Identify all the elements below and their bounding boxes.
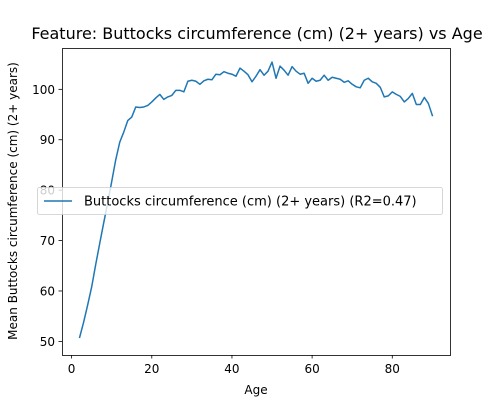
legend-label: Buttocks circumference (cm) (2+ years) (… xyxy=(84,195,417,210)
legend-box xyxy=(37,187,443,215)
y-tick-label: 50 xyxy=(40,335,55,349)
y-tick-label: 70 xyxy=(40,234,55,248)
y-tick-label: 60 xyxy=(40,284,55,298)
x-tick-label: 40 xyxy=(224,362,239,376)
x-axis-ticks: 0 20 40 60 80 xyxy=(68,355,400,376)
y-axis-ticks: 5060708090100 xyxy=(32,83,62,349)
series-line xyxy=(78,61,434,339)
chart-title: Feature: Buttocks circumference (cm) (2+… xyxy=(31,24,482,43)
legend: Buttocks circumference (cm) (2+ years) (… xyxy=(37,187,443,215)
x-tick-label: 80 xyxy=(385,362,400,376)
x-tick-label: 20 xyxy=(144,362,159,376)
x-tick-label: 0 xyxy=(68,362,76,376)
y-tick-label: 90 xyxy=(40,133,55,147)
y-axis-label: Mean Buttocks circumference (cm) (2+ yea… xyxy=(6,62,20,340)
x-tick-label: 60 xyxy=(304,362,319,376)
x-axis-label: Age xyxy=(244,383,267,397)
y-tick-label: 100 xyxy=(32,83,55,97)
